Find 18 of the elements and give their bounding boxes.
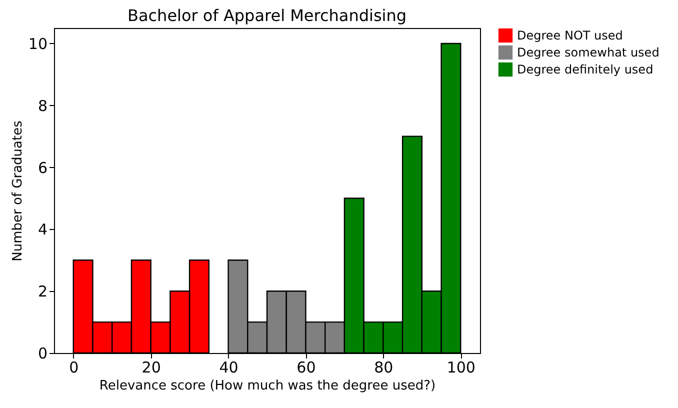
y-tick-label: 4	[38, 220, 48, 239]
x-axis-title: Relevance score (How much was the degree used?)	[99, 378, 436, 394]
y-tick-label: 6	[38, 158, 48, 177]
legend-label: Degree somewhat used	[517, 46, 660, 60]
y-tick-label: 0	[38, 344, 48, 362]
x-tick-label: 60	[296, 358, 316, 376]
y-axis-title: Number of Graduates	[10, 120, 26, 262]
x-tick-label: 80	[374, 358, 394, 376]
y-tick-label: 8	[38, 96, 48, 115]
y-tick-label: 10	[28, 34, 48, 53]
chart-title: Bachelor of Apparel Merchandising	[127, 6, 407, 25]
legend-label: Degree NOT used	[517, 28, 623, 42]
legend-label: Degree definitely used	[517, 62, 654, 76]
x-tick-label: 0	[69, 358, 79, 376]
x-tick-label: 100	[446, 358, 476, 376]
x-tick-label: 20	[142, 358, 161, 376]
y-tick-label: 2	[38, 282, 48, 301]
x-tick-label: 40	[219, 358, 238, 376]
